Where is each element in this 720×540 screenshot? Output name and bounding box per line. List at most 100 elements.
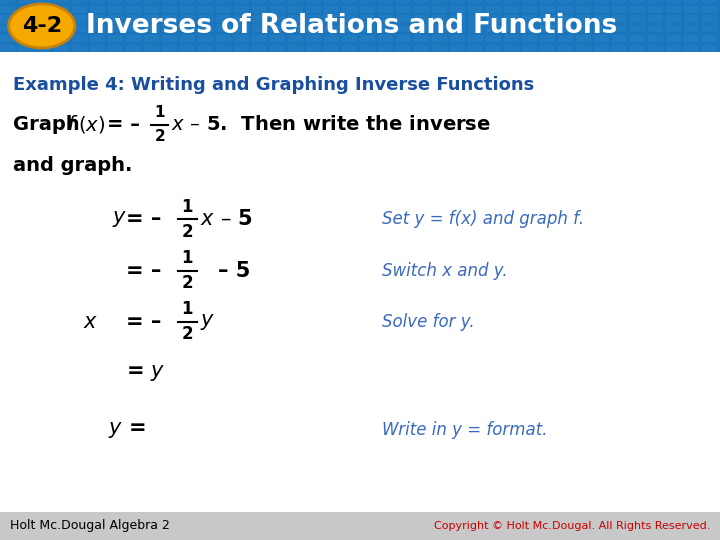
Bar [288,25,303,32]
Bar [630,25,645,32]
Text: Holt Mc.Dougal Algebra 2: Holt Mc.Dougal Algebra 2 [10,519,170,532]
Bar [54,25,69,32]
Bar [306,0,321,3]
Bar [378,25,393,32]
Bar [36,25,51,32]
Text: $y$ =: $y$ = [108,420,145,440]
Bar [234,15,249,23]
Bar [648,25,663,32]
Bar [108,45,123,52]
Bar [306,35,321,42]
Bar [108,0,123,3]
Bar [0,15,15,23]
Bar [468,25,483,32]
Bar [36,35,51,42]
Bar [522,0,537,3]
Bar [144,25,159,32]
Bar [468,15,483,23]
Bar [360,0,375,3]
Bar [270,5,285,13]
Bar [360,25,375,32]
Bar [414,0,429,3]
Bar [306,15,321,23]
Bar [594,15,609,23]
Bar [684,5,699,13]
Bar [0,512,720,540]
Bar [90,0,105,3]
Bar [288,45,303,52]
Bar [558,25,573,32]
Bar [594,5,609,13]
Bar [396,5,411,13]
Bar [198,5,213,13]
Bar [360,5,375,13]
Bar [54,35,69,42]
Bar [648,0,663,3]
Text: $x$ – 5: $x$ – 5 [200,209,253,230]
Bar [504,15,519,23]
Bar [522,25,537,32]
Bar [576,15,591,23]
Bar [504,0,519,3]
Bar [450,25,465,32]
Text: 1: 1 [181,198,193,216]
Bar [468,0,483,3]
Bar [234,45,249,52]
Bar [558,15,573,23]
Text: = –: = – [126,260,161,281]
Text: 2: 2 [181,222,193,241]
Bar [612,25,627,32]
Text: Copyright © Holt Mc.Dougal. All Rights Reserved.: Copyright © Holt Mc.Dougal. All Rights R… [433,521,710,531]
Bar [594,0,609,3]
Text: = –: = – [126,209,161,230]
Bar [18,5,33,13]
Text: 1: 1 [155,105,165,120]
Bar [360,15,375,23]
Bar [504,25,519,32]
Bar [0,35,15,42]
Bar [504,5,519,13]
Bar [270,35,285,42]
Bar [486,45,501,52]
Bar [396,35,411,42]
Bar [144,35,159,42]
Bar [306,25,321,32]
Bar [54,15,69,23]
Bar [432,15,447,23]
Bar [324,35,339,42]
Bar [126,5,141,13]
Text: $y$: $y$ [112,209,127,230]
Bar [162,0,177,3]
Bar [126,15,141,23]
Bar [234,0,249,3]
Bar [72,0,87,3]
Bar [702,25,717,32]
Text: 4-2: 4-2 [22,16,62,36]
Bar [630,35,645,42]
Bar [360,45,375,52]
Bar [234,35,249,42]
Bar [522,5,537,13]
Bar [648,35,663,42]
Bar [450,5,465,13]
Bar [576,35,591,42]
Text: Graph: Graph [13,115,86,134]
Bar [18,45,33,52]
Bar [540,35,555,42]
Text: Switch x and y.: Switch x and y. [382,261,507,280]
Text: $f$: $f$ [67,115,78,134]
Bar [90,15,105,23]
Bar [450,0,465,3]
Bar [612,45,627,52]
Bar [594,35,609,42]
Bar [648,45,663,52]
Text: $(x)$: $(x)$ [78,114,105,135]
Bar [270,0,285,3]
Bar [486,25,501,32]
Bar [666,15,681,23]
Bar [252,35,267,42]
Bar [126,25,141,32]
Bar [180,45,195,52]
Bar [468,5,483,13]
Bar [216,35,231,42]
